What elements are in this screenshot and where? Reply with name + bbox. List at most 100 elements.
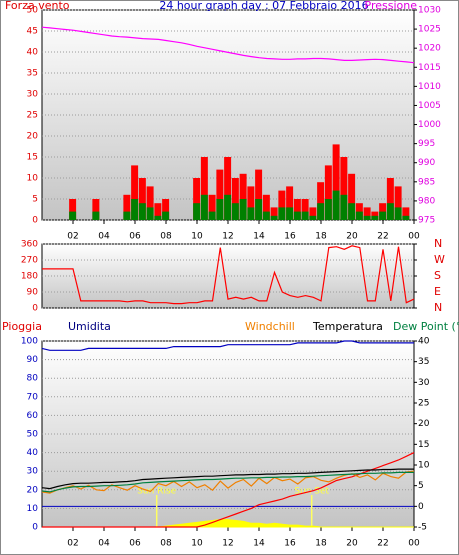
y2-tick-label: 995: [418, 139, 435, 149]
y-tick-label: 15: [27, 153, 38, 163]
y-tick-label: 35: [27, 69, 38, 79]
x-tick-label: 22: [377, 539, 388, 549]
y2-tick-label: 990: [418, 158, 435, 168]
bar: [309, 207, 317, 220]
x-tick-label: 06: [129, 539, 141, 549]
y-tick-label: 20: [27, 132, 39, 142]
bar: [208, 194, 216, 220]
x-tick-label: 20: [346, 232, 358, 242]
x-tick-label: 22: [377, 232, 388, 242]
bar: [317, 182, 325, 220]
bar: [386, 178, 394, 220]
bar: [154, 203, 162, 220]
bar: [200, 157, 208, 220]
y-tick-label: 100: [21, 337, 38, 347]
bar: [146, 186, 154, 220]
bar: [92, 199, 100, 220]
bar: [92, 211, 100, 220]
bar: [278, 207, 286, 220]
bar: [293, 211, 301, 220]
y-tick-label: 5: [32, 195, 38, 205]
y-tick-label: 50: [27, 430, 39, 440]
bar: [239, 173, 247, 220]
x-tick-label: 12: [222, 539, 233, 549]
bar: [394, 186, 402, 220]
bar: [301, 199, 309, 220]
y2-tick-label: 5: [418, 481, 424, 491]
y2-tick-label: 0: [418, 502, 424, 512]
bar: [386, 203, 394, 220]
y2-tick-label: 30: [418, 378, 430, 388]
line: [42, 452, 415, 528]
y-tick-label: 10: [27, 174, 39, 184]
y-tick-label: 30: [27, 467, 39, 477]
x-tick-label: 00: [408, 539, 420, 549]
bar: [394, 207, 402, 220]
y2-tick-label: 1000: [418, 120, 441, 130]
x-tick-label: 08: [160, 232, 172, 242]
bar: [301, 211, 309, 220]
x-tick-label: 04: [98, 539, 110, 549]
bar: [324, 165, 332, 220]
bar: [278, 190, 286, 220]
y-tick-label: 30: [27, 90, 39, 100]
bar: [69, 211, 77, 220]
y2-tick-label: 35: [418, 357, 429, 367]
y2-tick-label: 15: [418, 440, 429, 450]
y2-tick-label: 40: [418, 337, 430, 347]
legend-item: Windchill: [245, 320, 295, 333]
x-tick-label: 18: [315, 232, 327, 242]
y2-tick-label: N: [434, 237, 442, 250]
bar: [270, 215, 278, 220]
bar: [123, 194, 131, 220]
bar: [247, 186, 255, 220]
y2-tick-label: 985: [418, 177, 435, 187]
bar: [247, 207, 255, 220]
bar: [146, 207, 154, 220]
annotation: Sun Rise: [137, 487, 176, 497]
y2-tick-label: S: [434, 269, 441, 282]
bar: [402, 207, 410, 220]
bar: [324, 199, 332, 220]
chart-title: 24 hour graph day : 07 Febbraio 2016: [159, 0, 368, 12]
y-tick-label: 45: [27, 27, 38, 37]
bar: [363, 207, 371, 220]
bar: [193, 178, 201, 220]
y2-tick-label: 1025: [418, 25, 441, 35]
y-tick-label: 180: [21, 272, 38, 282]
legend-item: Temperatura: [312, 320, 383, 333]
y-tick-label: 70: [27, 392, 39, 402]
line: [41, 468, 414, 490]
y2-axis-label: Pressione: [365, 0, 418, 12]
y2-tick-label: 980: [418, 196, 435, 206]
bar: [239, 199, 247, 220]
bar: [262, 211, 270, 220]
bar: [216, 199, 224, 220]
y2-tick-label: 1010: [418, 82, 441, 92]
x-tick-label: 14: [253, 539, 265, 549]
x-tick-label: 12: [222, 232, 233, 242]
y2-tick-label: 1030: [418, 6, 441, 16]
bar: [231, 203, 239, 220]
y2-tick-label: 1020: [418, 44, 441, 54]
bar: [340, 194, 348, 220]
y2-tick-label: 1005: [418, 101, 441, 111]
bar: [402, 215, 410, 220]
line: [42, 245, 415, 305]
bar: [286, 186, 294, 220]
x-tick-label: 10: [191, 539, 203, 549]
y2-tick-label: -5: [418, 523, 427, 533]
bar: [371, 215, 379, 220]
bar: [363, 215, 371, 220]
legend-item: Pioggia: [2, 320, 42, 333]
bar: [193, 203, 201, 220]
bar: [379, 211, 387, 220]
bar: [309, 215, 317, 220]
y2-tick-label: W: [434, 253, 445, 266]
x-tick-label: 18: [315, 539, 327, 549]
bar: [224, 194, 232, 220]
bar: [154, 215, 162, 220]
y-tick-label: 0: [32, 304, 38, 314]
x-tick-label: 08: [160, 539, 172, 549]
